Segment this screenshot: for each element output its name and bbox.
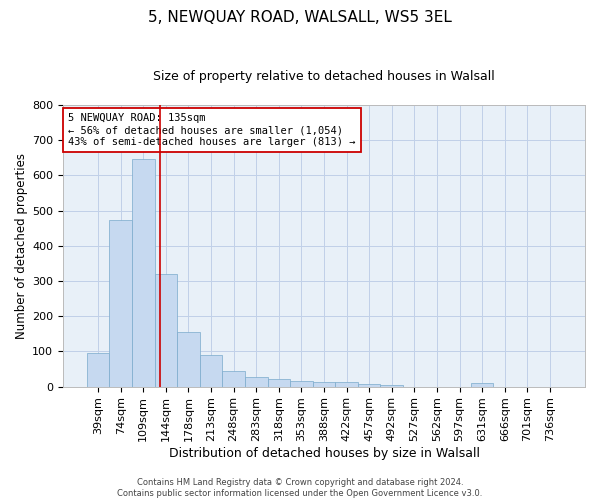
- Text: Contains HM Land Registry data © Crown copyright and database right 2024.
Contai: Contains HM Land Registry data © Crown c…: [118, 478, 482, 498]
- Text: 5, NEWQUAY ROAD, WALSALL, WS5 3EL: 5, NEWQUAY ROAD, WALSALL, WS5 3EL: [148, 10, 452, 25]
- X-axis label: Distribution of detached houses by size in Walsall: Distribution of detached houses by size …: [169, 447, 479, 460]
- Title: Size of property relative to detached houses in Walsall: Size of property relative to detached ho…: [153, 70, 495, 83]
- Bar: [380, 385, 403, 386]
- Bar: [471, 383, 493, 386]
- Bar: [200, 356, 223, 386]
- Bar: [109, 220, 132, 386]
- Bar: [335, 382, 358, 386]
- Bar: [358, 384, 380, 386]
- Bar: [290, 380, 313, 386]
- Y-axis label: Number of detached properties: Number of detached properties: [15, 153, 28, 339]
- Bar: [223, 371, 245, 386]
- Bar: [245, 377, 268, 386]
- Text: 5 NEWQUAY ROAD: 135sqm
← 56% of detached houses are smaller (1,054)
43% of semi-: 5 NEWQUAY ROAD: 135sqm ← 56% of detached…: [68, 114, 356, 146]
- Bar: [313, 382, 335, 386]
- Bar: [268, 378, 290, 386]
- Bar: [132, 158, 155, 386]
- Bar: [155, 274, 177, 386]
- Bar: [87, 353, 109, 386]
- Bar: [177, 332, 200, 386]
